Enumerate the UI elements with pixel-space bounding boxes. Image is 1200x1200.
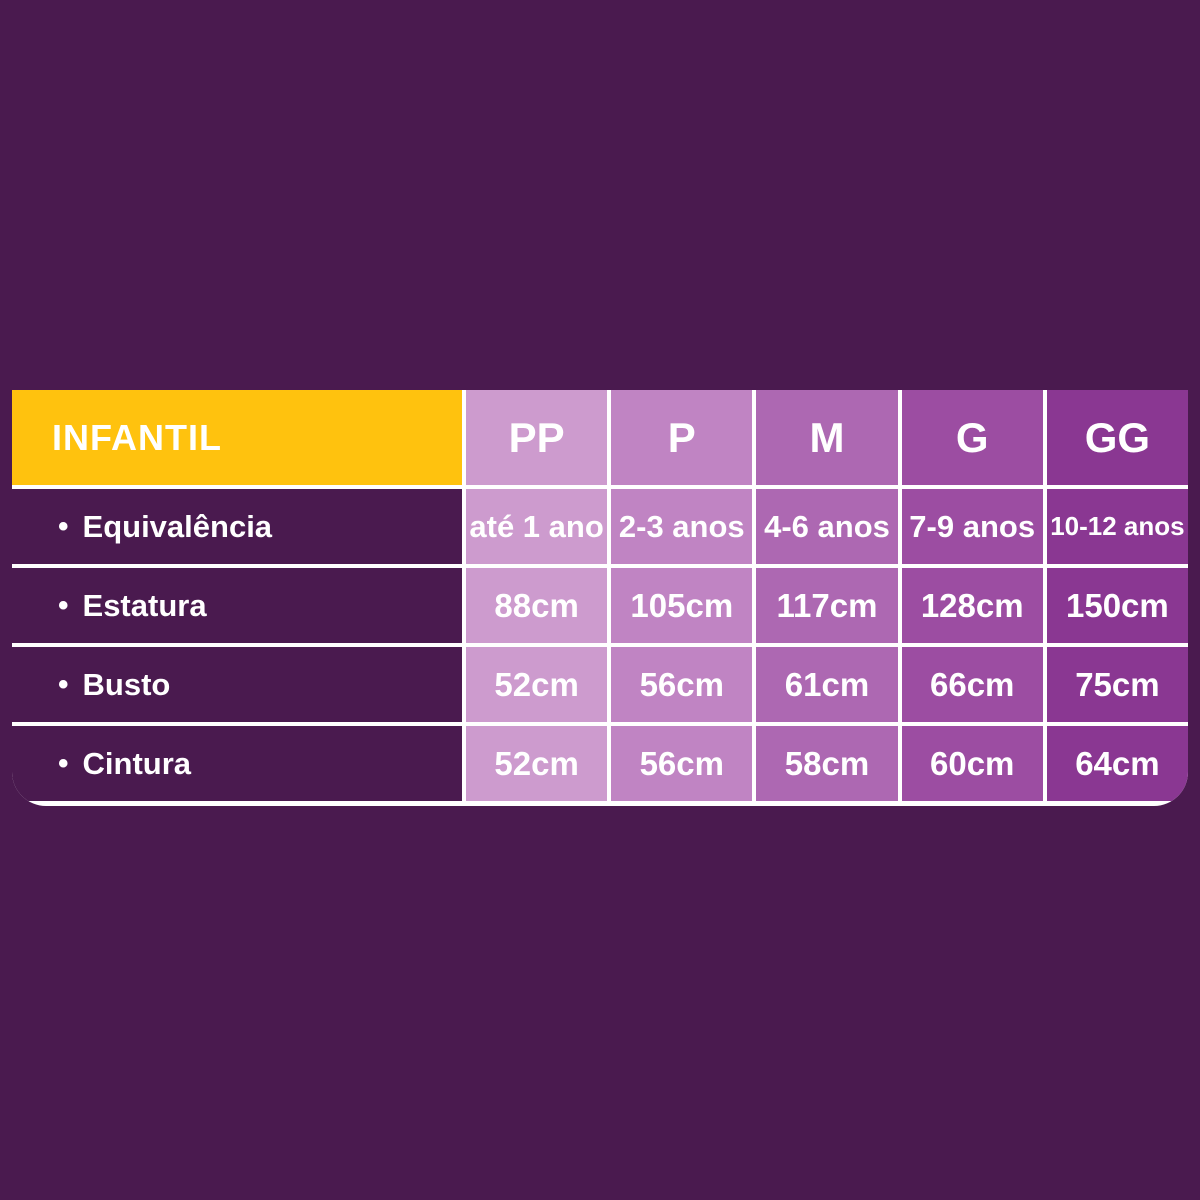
table-cell: 105cm: [611, 568, 753, 643]
table-cell: 128cm: [901, 568, 1043, 643]
row-label-estatura: • Estatura: [12, 568, 462, 643]
table-cell: 10-12 anos: [1046, 489, 1188, 564]
table-cell: 61cm: [756, 647, 898, 722]
column-header-label: GG: [1084, 413, 1151, 461]
table-cell: 52cm: [466, 726, 608, 801]
table-cell: 64cm: [1046, 726, 1188, 801]
cell-value: 88cm: [494, 586, 579, 624]
row-label-text: Equivalência: [82, 508, 273, 544]
bullet-icon: •: [58, 667, 69, 701]
row-label-equivalencia: • Equivalência: [12, 489, 462, 564]
bullet-icon: •: [58, 746, 69, 780]
table-cell: 4-6 anos: [756, 489, 898, 564]
cell-value: 150cm: [1066, 586, 1169, 624]
table-cell: 66cm: [901, 647, 1043, 722]
cell-value: 4-6 anos: [764, 508, 890, 544]
row-label-cintura: • Cintura: [12, 726, 462, 801]
cell-value: 2-3 anos: [618, 508, 745, 544]
table-cell: 7-9 anos: [901, 489, 1043, 564]
table-cell: 56cm: [611, 647, 753, 722]
cell-value: até 1 ano: [469, 508, 604, 544]
column-header-label: PP: [508, 413, 565, 461]
table-cell: 52cm: [466, 647, 608, 722]
column-header-label: M: [809, 413, 845, 461]
cell-value: 10-12 anos: [1050, 511, 1185, 541]
size-chart-table: INFANTIL PP P M G GG • Equivalência até …: [12, 390, 1188, 806]
column-header-p: P: [611, 390, 753, 485]
cell-value: 61cm: [784, 665, 870, 703]
table-cell: 88cm: [466, 568, 608, 643]
cell-value: 58cm: [784, 744, 870, 782]
column-header-m: M: [756, 390, 898, 485]
table-cell: 58cm: [756, 726, 898, 801]
column-header-label: G: [955, 413, 989, 461]
table-title: INFANTIL: [52, 416, 222, 458]
cell-value: 52cm: [494, 744, 579, 782]
bullet-icon: •: [58, 588, 69, 622]
column-header-pp: PP: [466, 390, 608, 485]
table-cell: 117cm: [756, 568, 898, 643]
table-cell: 56cm: [611, 726, 753, 801]
table-title-cell: INFANTIL: [12, 390, 462, 485]
table-cell: 150cm: [1046, 568, 1188, 643]
row-label-busto: • Busto: [12, 647, 462, 722]
column-header-gg: GG: [1046, 390, 1188, 485]
cell-value: 64cm: [1075, 744, 1160, 782]
row-label-text: Busto: [82, 666, 171, 702]
cell-value: 60cm: [929, 744, 1015, 782]
cell-value: 56cm: [639, 665, 724, 703]
row-label-text: Estatura: [82, 587, 207, 623]
table-cell: 2-3 anos: [611, 489, 753, 564]
table-cell: 75cm: [1046, 647, 1188, 722]
table-cell: 60cm: [901, 726, 1043, 801]
table-cell: até 1 ano: [466, 489, 608, 564]
cell-value: 117cm: [776, 586, 878, 624]
cell-value: 52cm: [494, 665, 579, 703]
cell-value: 66cm: [929, 665, 1015, 703]
cell-value: 75cm: [1075, 665, 1160, 703]
cell-value: 7-9 anos: [909, 508, 1036, 544]
column-header-label: P: [667, 413, 696, 461]
row-label-text: Cintura: [82, 745, 192, 781]
bullet-icon: •: [58, 509, 69, 543]
cell-value: 128cm: [920, 586, 1024, 624]
cell-value: 56cm: [639, 744, 724, 782]
cell-value: 105cm: [630, 586, 734, 624]
column-header-g: G: [901, 390, 1043, 485]
